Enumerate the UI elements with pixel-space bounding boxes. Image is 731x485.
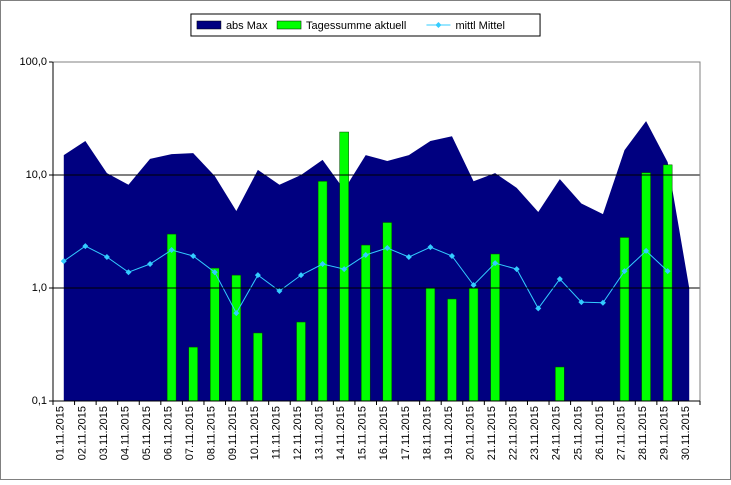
x-tick-label: 13.11.2015 (313, 406, 325, 460)
x-tick-label: 11.11.2015 (270, 406, 282, 459)
legend-swatch (196, 20, 222, 30)
x-tick-label: 01.11.2015 (55, 406, 67, 460)
x-tick-label: 30.11.2015 (680, 406, 692, 460)
line-marker (664, 268, 671, 275)
line-marker (233, 310, 240, 317)
bar (555, 366, 565, 402)
line-marker (82, 243, 89, 250)
line-marker (643, 247, 650, 254)
y-tick-label: 0,1 (32, 395, 47, 407)
x-tick-label: 09.11.2015 (227, 406, 239, 460)
y-tick-label: 10,0 (26, 169, 47, 181)
bar (166, 233, 177, 402)
line-marker (448, 252, 455, 259)
bar (490, 253, 500, 402)
line-marker (621, 268, 628, 275)
line-marker (147, 261, 154, 268)
bar (425, 287, 436, 402)
x-tick-label: 28.11.2015 (637, 406, 649, 460)
legend-label: Tagessumme aktuell (306, 20, 406, 32)
x-tick-label: 05.11.2015 (141, 406, 153, 460)
x-tick-label: 21.11.2015 (486, 406, 498, 460)
line-marker (362, 251, 369, 258)
x-tick-label: 29.11.2015 (659, 406, 671, 460)
y-tick-label: 1,0 (32, 282, 47, 294)
x-tick-label: 03.11.2015 (98, 406, 110, 460)
bar (468, 287, 479, 402)
x-tick-label: 07.11.2015 (184, 406, 196, 460)
line-marker (211, 269, 218, 276)
legend-label: mittl Mittel (455, 20, 505, 32)
x-tick-label: 14.11.2015 (335, 406, 347, 460)
bar (253, 332, 263, 402)
x-tick-label: 24.11.2015 (551, 406, 563, 460)
bar (662, 164, 673, 402)
line-marker (599, 299, 606, 306)
bar (317, 181, 328, 402)
line-marker (492, 260, 499, 267)
line-marker (103, 254, 110, 261)
line-marker (254, 272, 261, 279)
line-marker (190, 252, 197, 259)
x-tick-label: 02.11.2015 (76, 406, 88, 460)
line-marker (60, 258, 67, 265)
x-tick-label: 06.11.2015 (163, 406, 175, 460)
line-marker (276, 288, 283, 295)
x-tick-label: 23.11.2015 (529, 406, 541, 460)
line-marker (535, 305, 542, 312)
bar (360, 244, 371, 402)
x-tick-label: 19.11.2015 (443, 406, 455, 460)
line-marker (168, 246, 175, 253)
legend-swatch (276, 20, 302, 30)
line-marker (384, 244, 391, 251)
x-tick-label: 15.11.2015 (357, 406, 369, 460)
x-tick-label: 27.11.2015 (615, 406, 627, 460)
line-marker (470, 282, 477, 289)
line-marker (341, 266, 348, 273)
bar (188, 346, 198, 402)
x-tick-label: 22.11.2015 (508, 406, 520, 460)
y-tick-label: 100,0 (19, 56, 47, 68)
x-tick-label: 16.11.2015 (378, 406, 390, 460)
x-tick-label: 10.11.2015 (249, 406, 261, 460)
x-tick-label: 08.11.2015 (206, 406, 218, 460)
line-marker (319, 261, 326, 268)
x-tick-label: 12.11.2015 (292, 406, 304, 460)
line-marker (405, 254, 412, 261)
line-marker (125, 269, 132, 276)
bar (619, 237, 630, 402)
line-marker (427, 244, 434, 251)
bar (641, 172, 651, 402)
bar (296, 321, 306, 402)
line-marker (298, 272, 305, 279)
x-tick-label: 25.11.2015 (572, 406, 584, 460)
bar (447, 298, 457, 402)
legend: abs Max Tagessumme aktuell mittl Mittel (190, 13, 541, 37)
x-tick-label: 04.11.2015 (119, 406, 131, 460)
x-tick-label: 26.11.2015 (594, 406, 606, 460)
x-tick-label: 20.11.2015 (464, 406, 476, 460)
x-tick-label: 17.11.2015 (400, 406, 412, 460)
line-marker (513, 266, 520, 273)
line-marker (578, 299, 585, 306)
legend-box (190, 13, 541, 37)
area (63, 121, 690, 401)
legend-label: abs Max (226, 20, 268, 32)
line-marker (556, 276, 563, 283)
x-tick-label: 18.11.2015 (421, 406, 433, 460)
bar (231, 274, 242, 402)
legend-swatch (435, 22, 442, 28)
